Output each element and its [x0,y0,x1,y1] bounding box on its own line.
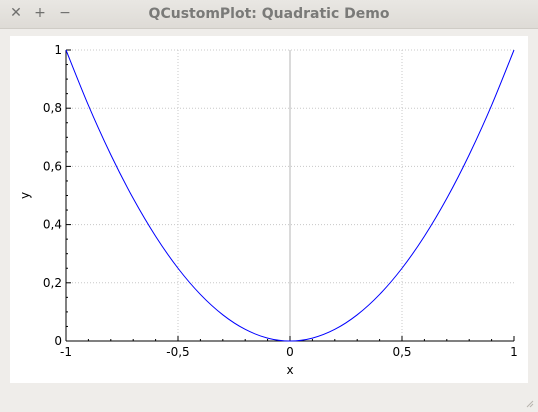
x-tick-label: 0,5 [392,345,411,359]
y-tick-label: 1 [54,43,62,57]
x-tick-label: -1 [60,345,72,359]
maximize-icon[interactable]: + [34,5,46,21]
y-tick-label: 0,6 [43,159,62,173]
x-axis-title: x [286,363,293,377]
close-icon[interactable]: ✕ [10,5,22,21]
window-title: QCustomPlot: Quadratic Demo [148,6,390,22]
x-tick-label: -0,5 [166,345,189,359]
y-tick-label: 0,8 [43,101,62,115]
quadratic-chart: -1 -0,5 0 0,5 1 0 0,2 0,4 0,6 0,8 1 x y [18,43,518,377]
x-tick-label: 0 [286,345,294,359]
minimize-icon[interactable]: − [59,5,71,21]
y-tick-label: 0 [54,334,62,348]
y-tick-label: 0,4 [43,218,62,232]
y-axis-title: y [18,192,32,199]
resize-grip-icon[interactable] [524,398,534,408]
y-tick-label: 0,2 [43,276,62,290]
series-line [65,49,515,342]
x-tick-label: 1 [510,345,518,359]
window-titlebar[interactable]: ✕ + − QCustomPlot: Quadratic Demo [0,0,538,29]
plot-widget[interactable]: -1 -0,5 0 0,5 1 0 0,2 0,4 0,6 0,8 1 x y [10,36,528,383]
